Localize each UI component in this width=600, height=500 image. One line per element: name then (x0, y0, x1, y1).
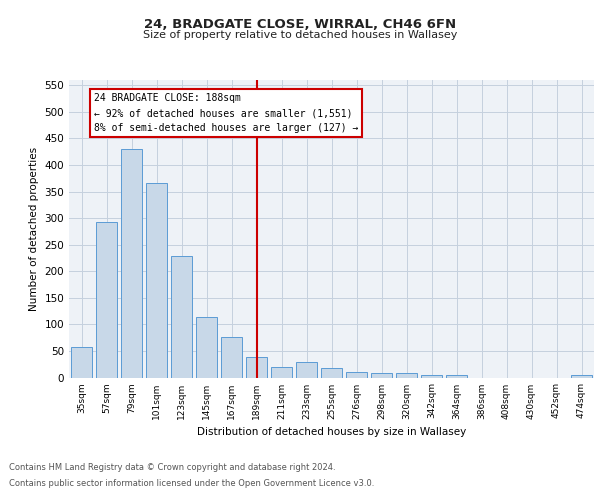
Bar (171, 256, 192, 378)
Y-axis label: Number of detached properties: Number of detached properties (29, 146, 39, 311)
Bar (371, 372, 392, 378)
Bar (321, 368, 342, 378)
Bar (221, 336, 242, 378)
Bar (421, 375, 442, 378)
Text: Contains HM Land Registry data © Crown copyright and database right 2024.: Contains HM Land Registry data © Crown c… (9, 464, 335, 472)
Bar (96, 222, 117, 378)
Text: 24, BRADGATE CLOSE, WIRRAL, CH46 6FN: 24, BRADGATE CLOSE, WIRRAL, CH46 6FN (144, 18, 456, 30)
Bar (571, 375, 592, 378)
Bar (271, 368, 292, 378)
Bar (346, 372, 367, 378)
Bar (146, 182, 167, 378)
X-axis label: Distribution of detached houses by size in Wallasey: Distribution of detached houses by size … (197, 427, 466, 437)
Bar (296, 362, 317, 378)
Bar (446, 376, 467, 378)
Bar (71, 347, 92, 378)
Bar (196, 318, 217, 378)
Text: Contains public sector information licensed under the Open Government Licence v3: Contains public sector information licen… (9, 478, 374, 488)
Bar (396, 373, 417, 378)
Bar (121, 149, 142, 378)
Text: 24 BRADGATE CLOSE: 188sqm
← 92% of detached houses are smaller (1,551)
8% of sem: 24 BRADGATE CLOSE: 188sqm ← 92% of detac… (94, 94, 358, 133)
Text: Size of property relative to detached houses in Wallasey: Size of property relative to detached ho… (143, 30, 457, 40)
Bar (246, 358, 267, 378)
